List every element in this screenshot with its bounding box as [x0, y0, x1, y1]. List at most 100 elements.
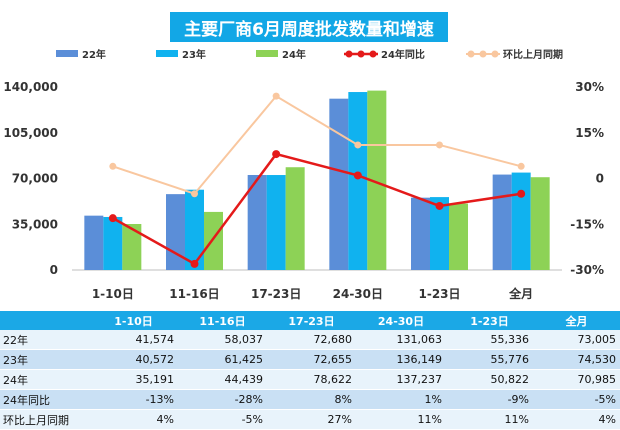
legend-swatch [56, 50, 78, 57]
line-point [354, 141, 362, 149]
bar [84, 215, 104, 270]
bar [166, 194, 185, 270]
chart-title: 主要厂商6月周度批发数量和增速 [170, 12, 448, 42]
table-cell: -13% [89, 389, 178, 410]
table-cell: 137,237 [356, 369, 446, 390]
legend-item-yoy: 24年同比 [344, 46, 425, 61]
table-cell: 4% [89, 409, 178, 430]
legend-item-23: 23年 [156, 46, 206, 61]
row-label: 22年 [0, 330, 89, 350]
bar [122, 224, 142, 270]
bar [185, 189, 204, 270]
y2-tick-label: 15% [575, 126, 604, 140]
table-cell: 27% [267, 409, 356, 430]
bar [266, 175, 286, 270]
table-cell: 11% [446, 409, 533, 430]
table-cell: -28% [178, 389, 267, 410]
y-tick-label: 70,000 [12, 172, 58, 186]
table-cell: 1% [356, 389, 446, 410]
line-point [190, 259, 199, 268]
x-tick-label: 24-30日 [333, 287, 383, 301]
legend-item-24: 24年 [256, 46, 306, 61]
table-cell: 55,336 [446, 330, 533, 350]
row-label: 24年 [0, 369, 89, 390]
table-cell: 41,574 [89, 330, 178, 350]
legend-line-marker [344, 50, 378, 57]
legend-item-22: 22年 [56, 46, 106, 61]
bar [530, 177, 550, 270]
table-cell: -5% [178, 409, 267, 430]
table-cell: 35,191 [89, 369, 178, 390]
bar [411, 197, 430, 270]
line-point [109, 162, 117, 170]
chart-legend: 22年 23年 24年 24年同比 环比上月同期 [0, 46, 620, 64]
row-label: 环比上月同期 [0, 409, 89, 430]
table-cell: 44,439 [178, 369, 267, 390]
table-cell: 70,985 [533, 369, 620, 390]
line-series [112, 152, 522, 266]
legend-label: 环比上月同期 [503, 50, 563, 61]
line-point [108, 214, 117, 223]
line-point [436, 141, 443, 149]
legend-label: 23年 [182, 50, 206, 61]
y2-tick-label: -30% [570, 263, 604, 277]
line-point [517, 189, 526, 198]
table-row: 24年同比 -13% -28% 8% 1% -9% -5% [0, 389, 620, 410]
table-cell: 72,655 [267, 349, 356, 370]
table-cell: 55,776 [446, 349, 533, 370]
legend-line-marker [466, 50, 500, 57]
bar [449, 203, 468, 270]
line-point [435, 201, 444, 210]
bar [204, 211, 223, 270]
table-cell: 73,005 [533, 330, 620, 350]
y-tick-label: 105,000 [3, 126, 58, 140]
line-series [112, 94, 522, 195]
bar [247, 174, 267, 270]
x-tick-label: 17-23日 [251, 287, 301, 301]
bar [430, 197, 449, 270]
table-cell: 11% [356, 409, 446, 430]
y2-tick-label: 30% [575, 80, 604, 94]
table-header-cell: 17-23日 [267, 311, 356, 330]
row-label: 23年 [0, 349, 89, 370]
line-point [272, 150, 281, 159]
table-header-cell: 全月 [533, 311, 620, 330]
line-point [272, 92, 280, 100]
x-tick-label: 1-23日 [418, 287, 460, 301]
bar [492, 174, 512, 270]
table-cell: 131,063 [356, 330, 446, 350]
table-row: 23年 40,572 61,425 72,655 136,149 55,776 … [0, 349, 620, 370]
table-row: 22年 41,574 58,037 72,680 131,063 55,336 … [0, 330, 620, 350]
table-cell: 4% [533, 409, 620, 430]
bar [367, 90, 387, 270]
y-tick-label: 0 [50, 263, 58, 277]
line-point [353, 171, 362, 180]
y-tick-label: 140,000 [3, 80, 58, 94]
data-table: 1-10日 11-16日 17-23日 24-30日 1-23日 全月 22年 … [0, 311, 620, 430]
legend-item-mom: 环比上月同期 [466, 46, 563, 61]
x-tick-label: 11-16日 [169, 287, 219, 301]
legend-swatch [256, 50, 278, 57]
table-cell: 40,572 [89, 349, 178, 370]
legend-swatch [156, 50, 178, 57]
table-row: 24年 35,191 44,439 78,622 137,237 50,822 … [0, 369, 620, 390]
table-header-cell [0, 311, 89, 330]
y2-tick-label: 0 [596, 172, 604, 186]
table-cell: 61,425 [178, 349, 267, 370]
line-point [517, 162, 525, 170]
bar [103, 216, 123, 270]
x-tick-label: 1-10日 [92, 287, 134, 301]
table-cell: -5% [533, 389, 620, 410]
table-header-cell: 11-16日 [178, 311, 267, 330]
bar [348, 92, 368, 270]
table-cell: 136,149 [356, 349, 446, 370]
y-tick-label: 35,000 [12, 217, 58, 231]
bar [511, 172, 531, 270]
bar [285, 167, 305, 270]
table-header-cell: 24-30日 [356, 311, 446, 330]
legend-label: 24年同比 [381, 50, 425, 61]
line-point [191, 190, 198, 198]
table-cell: 8% [267, 389, 356, 410]
table-cell: 72,680 [267, 330, 356, 350]
legend-label: 24年 [282, 50, 306, 61]
